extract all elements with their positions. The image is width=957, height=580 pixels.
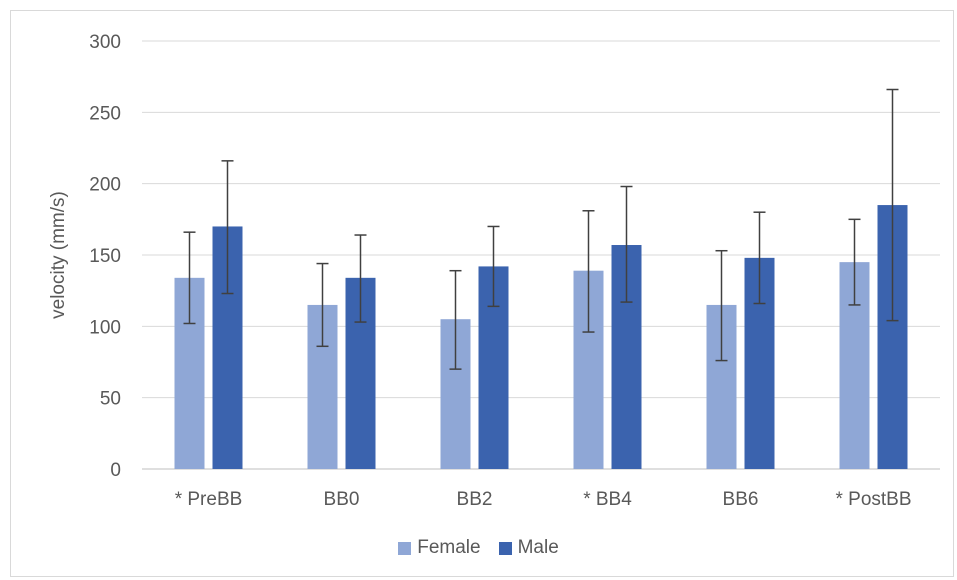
x-tick-label: * PostBB (835, 489, 911, 510)
x-tick-label: * BB4 (583, 489, 632, 510)
x-tick-label: BB6 (723, 489, 759, 510)
legend-item-female: Female (398, 537, 481, 559)
chart-frame (10, 10, 954, 577)
x-tick-label: BB2 (457, 489, 493, 510)
x-tick-label: BB0 (324, 489, 360, 510)
y-tick-label: 50 (100, 389, 121, 410)
legend-label-female: Female (417, 537, 481, 558)
y-tick-label: 100 (89, 317, 121, 338)
y-tick-label: 250 (89, 103, 121, 124)
y-tick-label: 0 (110, 460, 121, 481)
y-tick-label: 300 (89, 32, 121, 53)
legend-swatch-female (398, 541, 412, 555)
x-tick-label: * PreBB (175, 489, 243, 510)
y-tick-label: 200 (89, 175, 121, 196)
legend-swatch-male (498, 541, 512, 555)
legend-label-male: Male (517, 537, 559, 558)
y-tick-label: 150 (89, 246, 121, 267)
legend-item-male: Male (498, 537, 559, 559)
legend: Female Male (0, 537, 957, 559)
y-axis-title: velocity (mm/s) (48, 191, 69, 319)
